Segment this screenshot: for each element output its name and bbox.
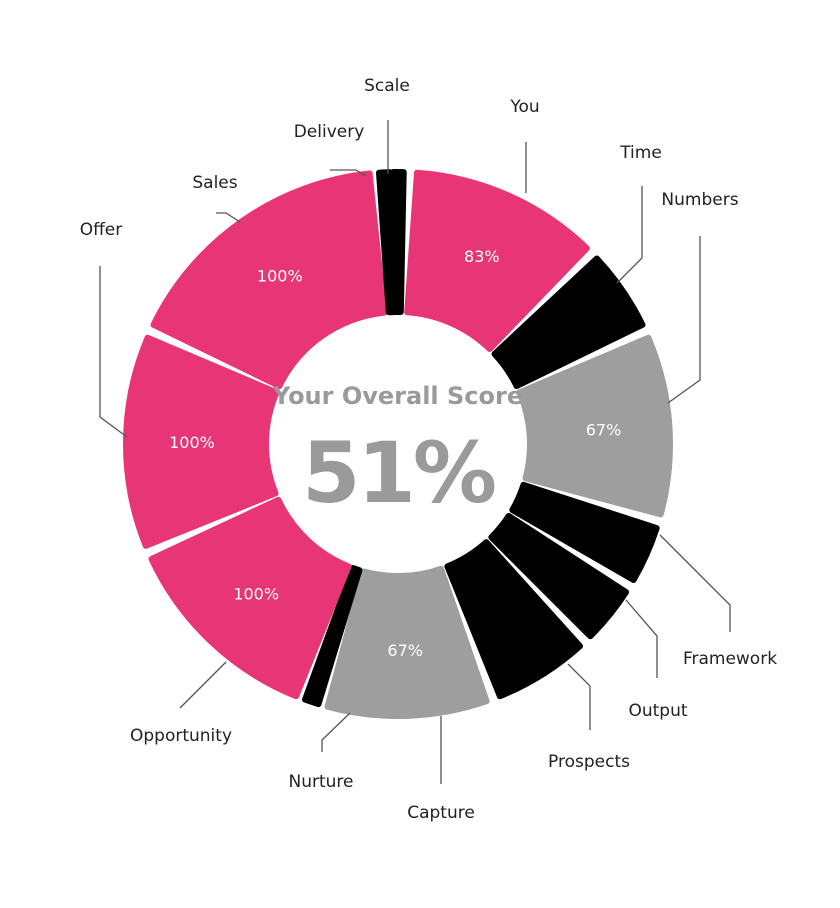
segment-name-time: Time [619,143,662,163]
segment-prospects [444,539,583,700]
segment-you [404,169,590,352]
segment-name-framework: Framework [683,649,777,669]
leader-line-numbers [667,236,701,404]
segment-sales [150,170,388,390]
leader-line-nurture [321,712,351,752]
segment-name-delivery: Delivery [294,122,365,142]
leader-line-framework [659,534,731,632]
segment-name-capture: Capture [407,803,475,823]
segment-offer [122,334,280,549]
leader-line-opportunity [179,661,227,709]
leader-line-time [616,186,643,284]
segment-framework [509,481,660,583]
percent-labels-group: 83% 67% 67% 100% 100% 100% [169,247,621,660]
percent-label-offer: 100% [169,433,215,452]
leader-line-sales [216,212,241,223]
segment-time [491,255,646,390]
leader-line-offer [99,266,128,438]
segment-name-opportunity: Opportunity [130,726,232,746]
percent-label-numbers: 67% [586,421,622,440]
percent-label-opportunity: 100% [233,584,279,603]
segment-numbers [516,334,673,518]
leader-lines-group [99,120,731,784]
segment-nurture [302,565,363,708]
segment-name-nurture: Nurture [289,772,354,792]
segment-capture [324,565,490,719]
segment-name-numbers: Numbers [661,190,738,210]
segment-scale [390,168,407,315]
segments-group [122,168,673,719]
leader-line-prospects [567,663,591,730]
percent-label-sales: 100% [257,266,303,285]
segment-opportunity [148,496,352,700]
segment-name-offer: Offer [80,220,123,240]
segment-name-sales: Sales [192,173,237,193]
leader-line-delivery [330,169,367,177]
percent-label-capture: 67% [387,641,423,660]
segment-output [488,512,630,640]
segment-name-labels-group: You Time Numbers Framework Output Prospects Ca… [80,76,777,823]
segment-name-scale: Scale [364,76,410,96]
segment-name-output: Output [628,701,687,721]
segment-name-you: You [509,97,539,117]
leader-line-output [625,599,658,678]
center-title: Your Overall Score [272,382,523,410]
center-score-value: 51% [302,424,495,522]
percent-label-you: 83% [464,247,500,266]
segment-name-prospects: Prospects [548,752,630,772]
